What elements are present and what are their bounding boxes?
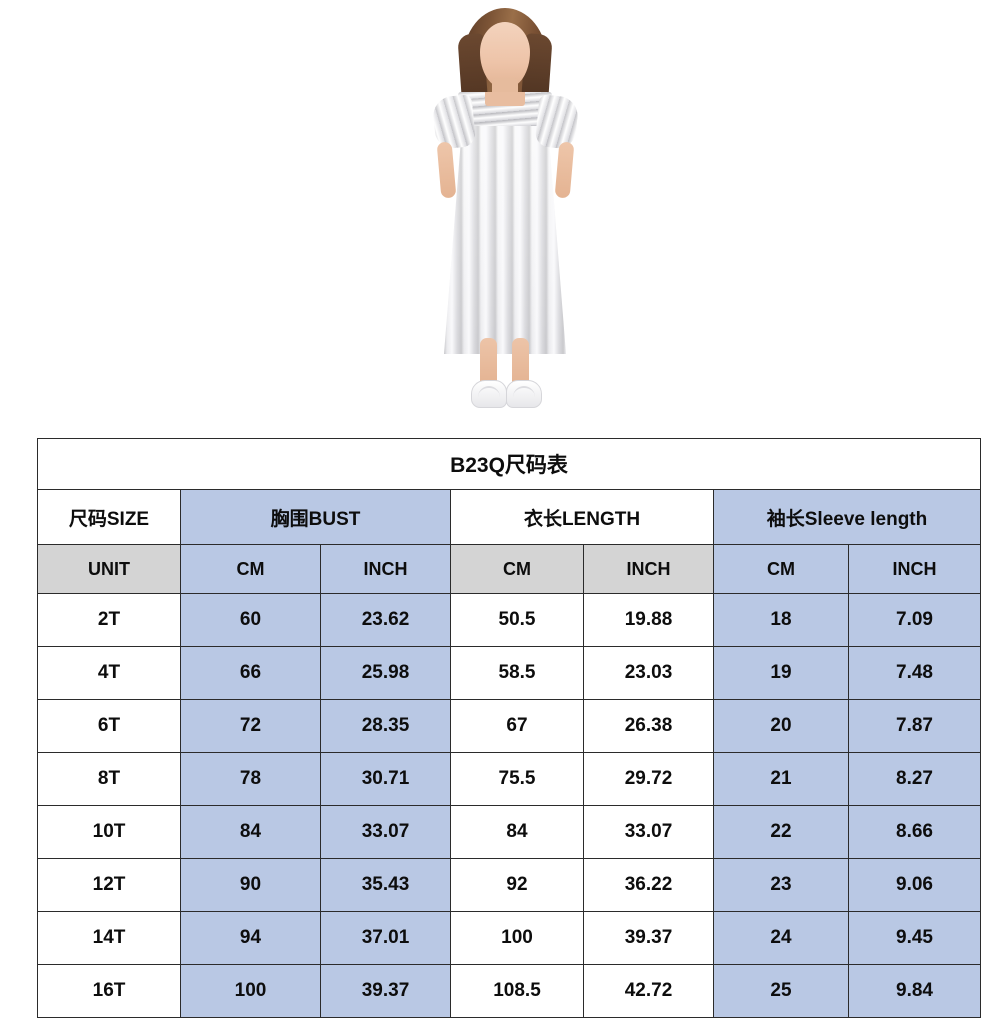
- cell-bust-cm: 78: [180, 752, 321, 806]
- size-chart-table: B23Q尺码表 尺码SIZE 胸围BUST 衣长LENGTH 袖长Sleeve …: [37, 438, 981, 1018]
- cell-size: 2T: [37, 593, 181, 647]
- cell-bust-inch: 33.07: [320, 805, 451, 859]
- unit-header-length-cm: CM: [450, 544, 584, 594]
- arm-left: [436, 141, 457, 199]
- cell-length-cm: 84: [450, 805, 584, 859]
- dress-neckline: [485, 92, 525, 106]
- cell-bust-inch: 28.35: [320, 699, 451, 753]
- model-illustration: [430, 8, 580, 418]
- table-title-row: B23Q尺码表: [37, 438, 981, 490]
- shoe-strap-right: [513, 386, 535, 397]
- cell-size: 10T: [37, 805, 181, 859]
- face: [480, 22, 530, 88]
- table-row: 14T 94 37.01 100 39.37 24 9.45: [37, 911, 981, 965]
- cell-sleeve-inch: 7.87: [848, 699, 981, 753]
- cell-sleeve-cm: 21: [713, 752, 849, 806]
- unit-header-sleeve-cm: CM: [713, 544, 849, 594]
- shoe-strap-left: [478, 386, 500, 397]
- cell-length-inch: 42.72: [583, 964, 714, 1018]
- arm-right: [554, 141, 575, 199]
- table-row: 16T 100 39.37 108.5 42.72 25 9.84: [37, 964, 981, 1018]
- cell-bust-inch: 30.71: [320, 752, 451, 806]
- cell-length-cm: 100: [450, 911, 584, 965]
- cell-sleeve-cm: 20: [713, 699, 849, 753]
- cell-bust-inch: 39.37: [320, 964, 451, 1018]
- unit-header-size: UNIT: [37, 544, 181, 594]
- cell-bust-cm: 100: [180, 964, 321, 1018]
- sleeve-left: [431, 94, 477, 150]
- table-row: 12T 90 35.43 92 36.22 23 9.06: [37, 858, 981, 912]
- cell-bust-cm: 90: [180, 858, 321, 912]
- cell-size: 16T: [37, 964, 181, 1018]
- cell-length-inch: 19.88: [583, 593, 714, 647]
- table-row: 4T 66 25.98 58.5 23.03 19 7.48: [37, 646, 981, 700]
- shoe-right: [506, 380, 542, 408]
- cell-sleeve-cm: 23: [713, 858, 849, 912]
- cell-sleeve-cm: 19: [713, 646, 849, 700]
- cell-length-cm: 50.5: [450, 593, 584, 647]
- cell-bust-cm: 66: [180, 646, 321, 700]
- product-image: [0, 0, 1000, 430]
- cell-length-inch: 23.03: [583, 646, 714, 700]
- group-header-row: 尺码SIZE 胸围BUST 衣长LENGTH 袖长Sleeve length: [37, 489, 981, 545]
- group-header-bust: 胸围BUST: [180, 489, 451, 545]
- cell-sleeve-cm: 22: [713, 805, 849, 859]
- cell-sleeve-inch: 8.66: [848, 805, 981, 859]
- cell-sleeve-cm: 24: [713, 911, 849, 965]
- cell-sleeve-inch: 9.45: [848, 911, 981, 965]
- cell-sleeve-cm: 25: [713, 964, 849, 1018]
- cell-length-inch: 29.72: [583, 752, 714, 806]
- cell-bust-cm: 60: [180, 593, 321, 647]
- cell-bust-inch: 23.62: [320, 593, 451, 647]
- cell-size: 8T: [37, 752, 181, 806]
- cell-length-cm: 92: [450, 858, 584, 912]
- cell-sleeve-inch: 7.48: [848, 646, 981, 700]
- cell-sleeve-inch: 9.84: [848, 964, 981, 1018]
- cell-length-cm: 67: [450, 699, 584, 753]
- leg-left: [480, 338, 497, 388]
- unit-header-sleeve-inch: INCH: [848, 544, 981, 594]
- sleeve-right: [534, 94, 580, 150]
- cell-bust-inch: 37.01: [320, 911, 451, 965]
- chart-title: B23Q尺码表: [37, 438, 981, 490]
- cell-length-inch: 39.37: [583, 911, 714, 965]
- leg-right: [512, 338, 529, 388]
- cell-length-cm: 108.5: [450, 964, 584, 1018]
- table-row: 2T 60 23.62 50.5 19.88 18 7.09: [37, 593, 981, 647]
- group-header-size: 尺码SIZE: [37, 489, 181, 545]
- cell-sleeve-inch: 9.06: [848, 858, 981, 912]
- cell-bust-inch: 25.98: [320, 646, 451, 700]
- unit-header-bust-inch: INCH: [320, 544, 451, 594]
- shoe-left: [471, 380, 507, 408]
- cell-sleeve-inch: 7.09: [848, 593, 981, 647]
- cell-length-inch: 36.22: [583, 858, 714, 912]
- table-row: 8T 78 30.71 75.5 29.72 21 8.27: [37, 752, 981, 806]
- cell-size: 6T: [37, 699, 181, 753]
- group-header-sleeve: 袖长Sleeve length: [713, 489, 981, 545]
- cell-bust-cm: 72: [180, 699, 321, 753]
- table-row: 6T 72 28.35 67 26.38 20 7.87: [37, 699, 981, 753]
- cell-length-inch: 33.07: [583, 805, 714, 859]
- unit-header-row: UNIT CM INCH CM INCH CM INCH: [37, 544, 981, 594]
- cell-length-cm: 75.5: [450, 752, 584, 806]
- group-header-length: 衣长LENGTH: [450, 489, 714, 545]
- cell-size: 14T: [37, 911, 181, 965]
- cell-length-inch: 26.38: [583, 699, 714, 753]
- cell-bust-cm: 94: [180, 911, 321, 965]
- unit-header-length-inch: INCH: [583, 544, 714, 594]
- cell-sleeve-inch: 8.27: [848, 752, 981, 806]
- table-row: 10T 84 33.07 84 33.07 22 8.66: [37, 805, 981, 859]
- unit-header-bust-cm: CM: [180, 544, 321, 594]
- cell-length-cm: 58.5: [450, 646, 584, 700]
- cell-size: 4T: [37, 646, 181, 700]
- cell-size: 12T: [37, 858, 181, 912]
- cell-bust-cm: 84: [180, 805, 321, 859]
- cell-bust-inch: 35.43: [320, 858, 451, 912]
- cell-sleeve-cm: 18: [713, 593, 849, 647]
